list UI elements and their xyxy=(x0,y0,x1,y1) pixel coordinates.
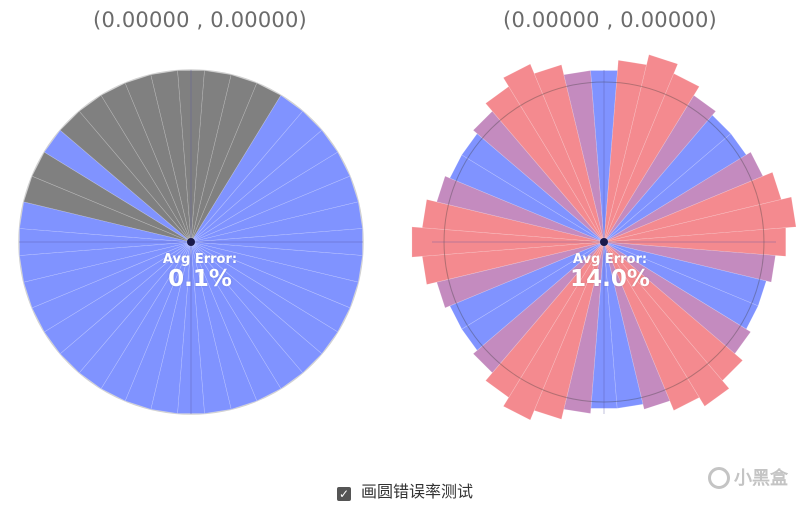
left-coordinates: (0.00000 , 0.00000) xyxy=(93,8,307,32)
wheel-sector xyxy=(563,241,605,414)
wheel-sector xyxy=(485,86,605,243)
reference-circle xyxy=(443,81,765,403)
wheel-sector xyxy=(100,82,192,243)
watermark-text: 小黑盒 xyxy=(734,468,788,489)
wheel-sector xyxy=(485,241,605,398)
wheel-sector xyxy=(533,64,605,243)
wheel-sector xyxy=(603,241,767,307)
center-dot xyxy=(187,238,195,246)
wheel-sector xyxy=(19,228,192,256)
wheel-sector xyxy=(177,241,205,414)
wheel-sector xyxy=(603,54,679,243)
wheel-outline xyxy=(18,69,364,415)
wheel-sector xyxy=(190,110,323,243)
left-error-value: 0.1% xyxy=(168,266,232,292)
watermark: 小黑盒 xyxy=(708,464,788,490)
left-wheel[interactable] xyxy=(0,0,400,440)
wheel-sector xyxy=(190,241,323,374)
right-panel: (0.00000 , 0.00000) Avg Error: 14.0% xyxy=(410,0,810,440)
right-wheel[interactable] xyxy=(410,0,810,440)
wheel-sector xyxy=(603,241,759,330)
right-coordinates: (0.00000 , 0.00000) xyxy=(503,8,717,32)
wheel-sector xyxy=(603,73,700,243)
wheel-sector xyxy=(190,241,351,333)
wheel-sector xyxy=(177,70,205,243)
wheel-sector xyxy=(472,110,605,243)
wheel-sector xyxy=(190,228,363,256)
wheel-sector xyxy=(603,171,782,243)
wheel-sector xyxy=(472,241,605,374)
wheel-sector xyxy=(449,241,605,330)
wheel-sector xyxy=(461,133,605,243)
wheel-sector xyxy=(563,70,605,243)
wheel-sector xyxy=(603,196,797,243)
test-toggle[interactable]: ✓ 画圆错误率测试 xyxy=(0,478,810,502)
left-error-title: Avg Error: xyxy=(162,252,238,267)
wheel-sector xyxy=(190,241,282,402)
wheel-sector xyxy=(190,151,351,243)
wheel-sector xyxy=(59,241,192,374)
wheel-sector xyxy=(23,241,192,309)
wheel-sector xyxy=(502,241,605,421)
wheel-sector xyxy=(603,241,776,283)
wheel-sector xyxy=(590,70,618,243)
left-panel: (0.00000 , 0.00000) Avg Error: 0.1% xyxy=(0,0,400,440)
wheel-sector xyxy=(100,241,192,402)
watermark-logo-icon xyxy=(708,467,730,489)
right-error-title: Avg Error: xyxy=(572,252,648,267)
center-dot xyxy=(600,238,608,246)
wheel-sector xyxy=(603,241,700,411)
right-error-value: 14.0% xyxy=(570,266,650,292)
checkbox-label: 画圆错误率测试 xyxy=(360,482,473,501)
checkbox-icon[interactable]: ✓ xyxy=(336,487,351,501)
wheel-sector xyxy=(150,70,192,243)
wheel-sector xyxy=(436,175,605,243)
